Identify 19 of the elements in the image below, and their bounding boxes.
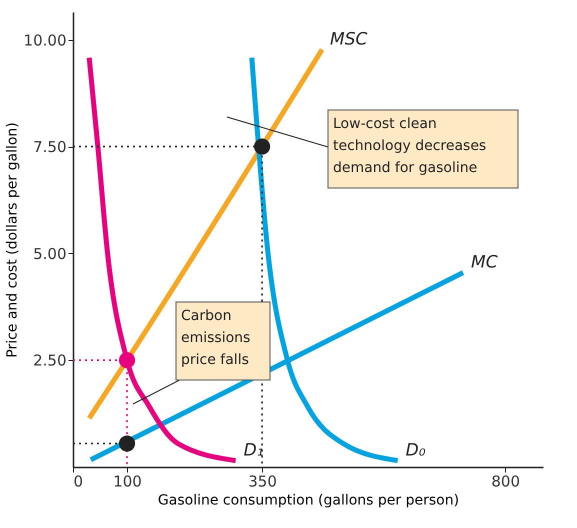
x-tick-label: 800 — [491, 472, 520, 490]
series-label: MSC — [330, 30, 368, 50]
y-tick-label: 7.50 — [33, 138, 66, 156]
point — [118, 435, 136, 452]
series-label: D₀ — [406, 440, 426, 461]
x-axis-title: Gasoline consumption (gallons per person) — [158, 492, 460, 508]
annotation: Carbon emissions price falls — [181, 308, 250, 368]
y-axis-title: Price and cost (dollars per gallon) — [4, 122, 21, 358]
y-tick-label: 10.00 — [24, 31, 66, 50]
annotation: Low-cost clean technology decreases demand for gasoline — [333, 116, 486, 176]
x-tick-label: 350 — [248, 472, 277, 490]
series-label: D₁ — [244, 440, 264, 461]
point — [254, 138, 270, 155]
y-tick-label: 2.50 — [33, 352, 66, 370]
series-label: MC — [471, 252, 498, 273]
y-tick-label: 5.00 — [33, 244, 66, 263]
x-tick-label: 0 — [74, 472, 84, 490]
x-tick-label: 100 — [113, 472, 142, 490]
point — [118, 352, 136, 368]
